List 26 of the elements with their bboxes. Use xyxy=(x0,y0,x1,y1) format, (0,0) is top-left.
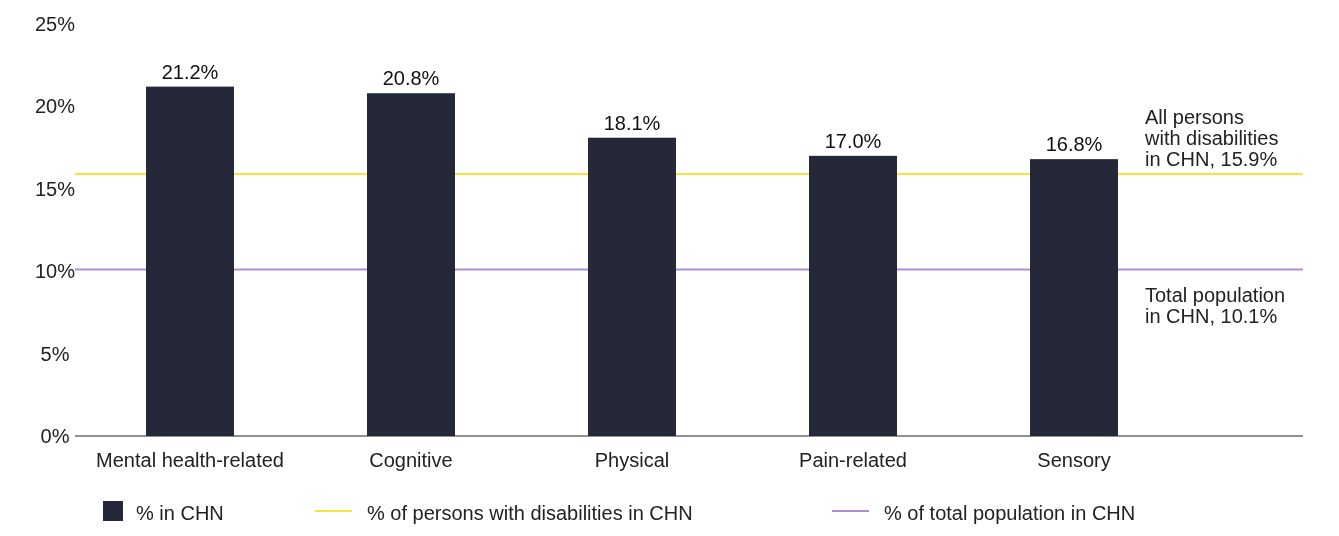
y-tick-label: 25% xyxy=(34,13,76,35)
text: % of total population in CHN xyxy=(884,502,1136,524)
x-tick-label: Cognitive xyxy=(369,449,453,471)
legend-label: % in CHN xyxy=(136,502,224,524)
ref-line-label: All persons with disabilities in CHN, 15.9% xyxy=(1144,105,1279,170)
x-tick-label: Physical xyxy=(594,449,670,471)
data-label: 16.8% xyxy=(1045,133,1103,156)
x-tick-label: Sensory xyxy=(1037,449,1111,471)
data-label: 18.1% xyxy=(603,111,661,134)
bar xyxy=(809,155,897,436)
y-tick-label: 10% xyxy=(34,260,76,283)
text: % of persons with disabilities in CHN xyxy=(367,502,693,524)
bar xyxy=(588,137,676,436)
y-tick-label: 20% xyxy=(34,95,76,118)
y-tick-label: 0% xyxy=(40,425,70,447)
data-label: 20.8% xyxy=(382,67,440,90)
data-label: 17.0% xyxy=(824,129,882,152)
x-tick-label: Mental health-related xyxy=(96,449,284,471)
x-tick-label: Pain-related xyxy=(799,449,907,471)
bar xyxy=(146,86,234,436)
y-tick-label: 15% xyxy=(34,177,76,200)
bar xyxy=(1030,159,1118,436)
y-tick-label: 5% xyxy=(40,342,70,365)
bar xyxy=(367,93,455,436)
ref-line-label: Total population in CHN, 10.1% xyxy=(1145,283,1286,327)
data-label: 21.2% xyxy=(161,60,219,83)
